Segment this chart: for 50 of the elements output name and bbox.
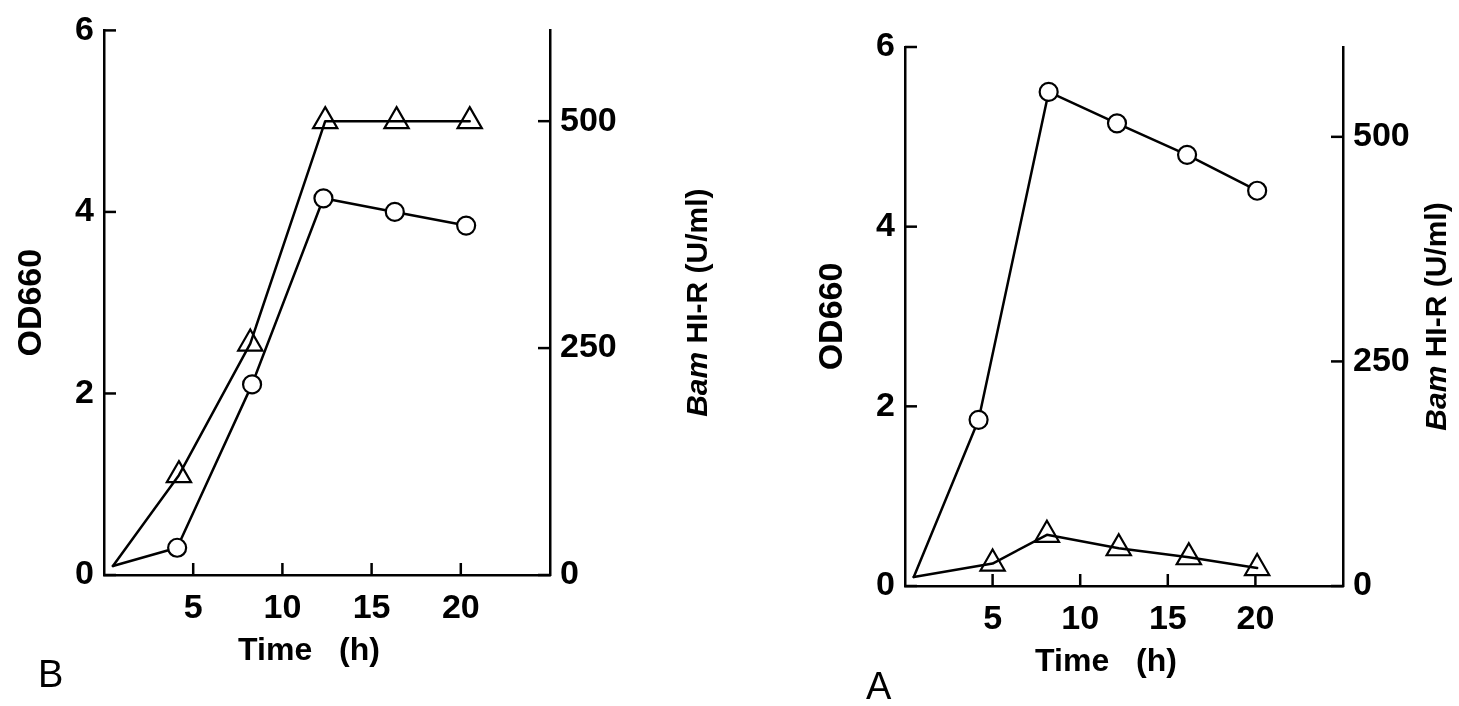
x-axis-title: Time (h): [1035, 641, 1177, 678]
y2-tick-label: 250: [1353, 339, 1410, 378]
y-tick-label: 4: [876, 205, 896, 244]
y2-tick-label: 0: [1353, 564, 1372, 603]
point: [384, 201, 405, 223]
point: [456, 215, 477, 236]
x-tick-label: 5: [183, 586, 203, 625]
x-tick-label: 10: [1061, 597, 1100, 636]
y-tick-label: 6: [75, 8, 94, 47]
point: [1038, 81, 1059, 103]
y-tick-label: 4: [75, 190, 95, 229]
point: [311, 106, 339, 130]
y2-tick-label: 500: [560, 99, 617, 138]
x-tick-label: 20: [441, 586, 480, 625]
y2-axis-title: Bam HI-R (U/ml): [1419, 202, 1453, 431]
point: [383, 106, 410, 130]
x-tick-label: 15: [1148, 597, 1187, 636]
x-tick-label: 5: [983, 597, 1003, 636]
y-tick-label: 0: [75, 553, 94, 592]
y2-axis-title: Bam HI-R (U/ml): [680, 188, 714, 417]
y-tick-label: 6: [876, 25, 895, 64]
point: [979, 548, 1006, 572]
text: A: [866, 665, 892, 706]
y-axis-title: OD660: [10, 248, 49, 357]
y-tick-label: 2: [876, 384, 895, 423]
point: [167, 537, 188, 558]
x-tick-label: 10: [263, 586, 302, 625]
y-tick-label: 0: [876, 564, 895, 603]
point: [1175, 542, 1203, 566]
point: [237, 328, 264, 352]
point: [968, 409, 989, 430]
point: [241, 374, 263, 395]
x-axis-title: Time (h): [238, 630, 380, 667]
y2-tick-label: 500: [1353, 115, 1410, 154]
y-tick-label: 2: [75, 371, 94, 410]
point: [1033, 519, 1061, 543]
point: [1243, 552, 1271, 577]
y-axis-title: OD660: [811, 262, 850, 371]
point: [165, 460, 193, 484]
point: [1105, 533, 1132, 557]
point: [1247, 180, 1268, 201]
x-tick-label: 15: [352, 586, 391, 625]
y2-tick-label: 250: [560, 326, 617, 365]
point: [313, 188, 334, 209]
text: B: [38, 653, 64, 695]
point: [1106, 113, 1128, 134]
y2-tick-label: 0: [560, 553, 579, 592]
x-tick-label: 20: [1236, 597, 1275, 636]
point: [456, 106, 483, 130]
point: [1176, 144, 1198, 165]
